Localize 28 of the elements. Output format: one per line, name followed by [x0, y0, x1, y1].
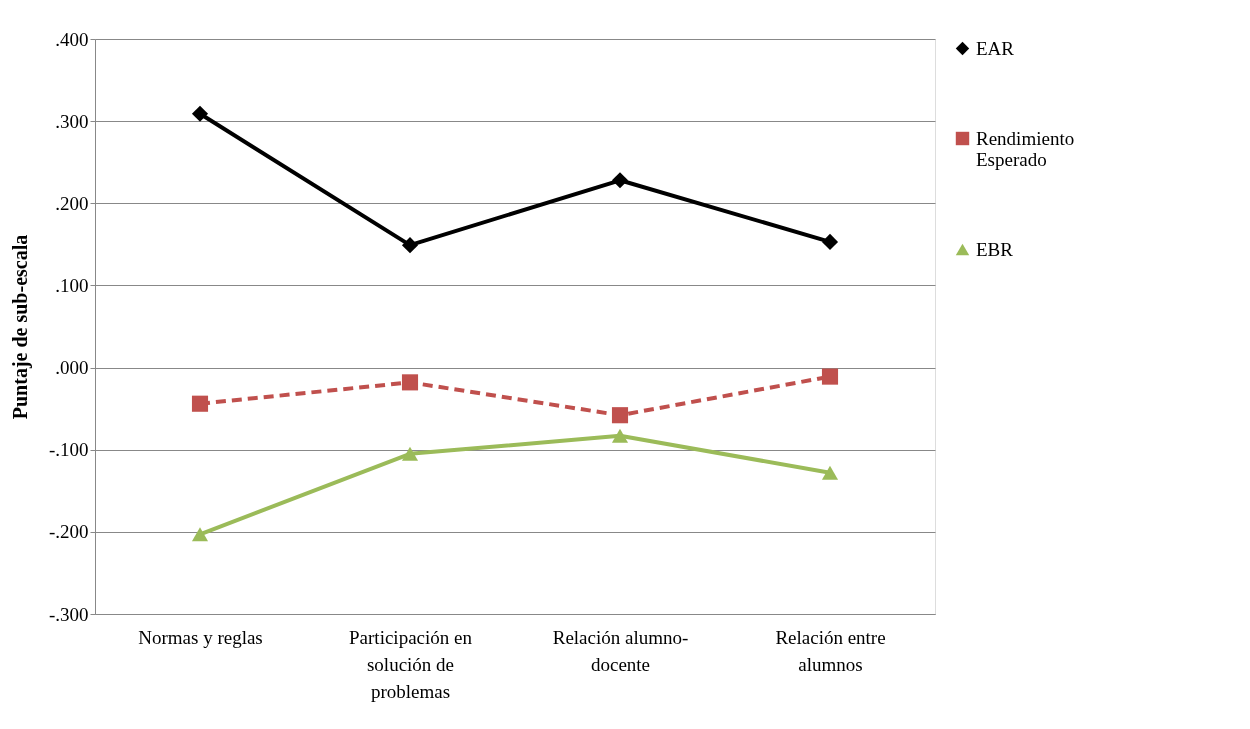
legend-label: Rendimiento Esperado: [976, 127, 1075, 170]
point: [821, 233, 839, 250]
point: [191, 395, 209, 412]
x-tick-label: Relación entre alumnos: [775, 626, 886, 675]
point: [611, 172, 629, 189]
point: [611, 428, 629, 443]
y-tick-label: .200: [55, 192, 89, 214]
x-tick-label: Participación en solución de problemas: [349, 626, 473, 702]
point: [401, 237, 419, 254]
legend-label: EBR: [976, 238, 1014, 260]
y-tick-label: .100: [55, 274, 89, 296]
x-tick-label: Relación alumno-docente: [552, 626, 689, 675]
point: [191, 105, 209, 122]
y-tick-label: .400: [55, 28, 89, 50]
y-tick-label: .300: [55, 110, 89, 132]
point: [821, 465, 839, 480]
point: [611, 407, 629, 424]
point: [821, 368, 839, 385]
point: [191, 527, 209, 542]
point: [401, 374, 419, 391]
point: [401, 446, 419, 461]
legend-label: EAR: [976, 37, 1015, 59]
x-tick-label: Normas y reglas: [138, 626, 263, 648]
y-tick-label: -.300: [48, 603, 89, 625]
y-axis-title: Puntaje de sub-escala: [8, 234, 32, 420]
y-tick-label: -.100: [48, 439, 89, 461]
y-tick-label: .000: [55, 357, 89, 379]
y-tick-label: -.200: [48, 521, 89, 543]
